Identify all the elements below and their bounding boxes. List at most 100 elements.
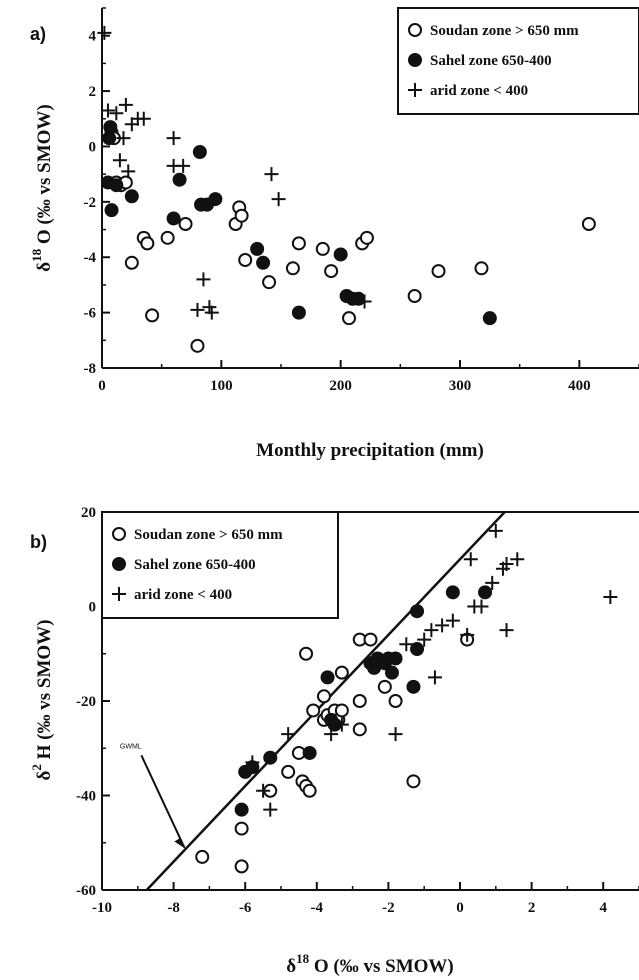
data-point [109,106,124,121]
data-point [109,178,124,193]
data-point [256,255,271,270]
data-point [320,670,335,685]
legend-marker [112,587,126,601]
data-point [124,255,139,270]
data-point [485,575,500,590]
y-axis-label-main: O (‰ vs SMOW) [34,104,55,249]
data-point [166,211,181,226]
data-point [463,552,478,567]
data-point [427,670,442,685]
x-tick-label: 400 [568,378,591,394]
legend-label: Soudan zone > 650 mm [430,23,579,39]
legend-marker [408,23,422,37]
data-point [357,294,372,309]
data-point [302,783,317,798]
y-axis-label: δ2 H (‰ vs SMOW) [29,620,55,781]
data-point [97,25,112,40]
data-point [302,745,317,760]
data-point [166,131,181,146]
data-point [190,302,205,317]
data-point [474,599,489,614]
data-point [406,679,421,694]
data-point [388,694,403,708]
data-point [145,308,160,323]
legend [397,7,639,115]
y-axis-label: δ18 O (‰ vs SMOW) [29,104,55,271]
data-point [407,289,422,303]
data-point [124,189,139,204]
data-point [478,585,493,600]
data-point [262,275,277,290]
data-point [316,689,331,704]
legend-marker [408,83,422,97]
data-point [263,750,278,765]
data-point [271,192,286,207]
y-tick-label: 0 [89,139,97,155]
data-point [238,253,253,267]
y-axis-label-sup: 18 [29,248,44,262]
data-point [234,208,249,223]
data-point [510,552,525,567]
data-point [112,153,127,168]
data-point [234,821,249,836]
data-point [291,236,306,251]
data-point [417,632,432,647]
x-tick-label: -8 [167,900,180,916]
gwml-arrow-head [174,837,186,849]
data-point [136,111,151,126]
data-point [176,158,191,173]
plot-area-2 [101,511,639,891]
y-axis-label-sup: 2 [29,764,44,771]
data-point [488,523,503,538]
data-point [315,241,330,256]
legend-marker [408,53,422,67]
series-plus [245,523,618,817]
plot-area-1 [97,7,639,369]
gwml-arrow [140,754,186,848]
gwml-label: GWML [120,743,142,750]
x-tick-label: -4 [311,900,324,916]
data-point [499,623,514,638]
data-point [351,291,366,306]
data-point [234,802,249,817]
data-point [377,679,392,694]
data-point [474,261,489,276]
series-open-circle [195,632,475,874]
x-tick-label: -2 [382,900,395,916]
x-tick-label: 100 [210,378,233,394]
x-axis-label: Monthly precipitation (mm) [256,440,484,461]
data-point [352,722,367,737]
data-point [264,167,279,182]
data-point [431,264,446,279]
y-tick-label: -60 [76,883,96,899]
data-point [140,236,155,251]
data-point [172,172,187,187]
x-tick-label: 200 [329,378,352,394]
legend-marker [112,527,126,541]
data-point [435,618,450,633]
y-tick-label: 2 [89,84,97,100]
data-point [410,642,425,657]
data-point [281,727,296,742]
y-tick-label: -40 [76,789,96,805]
data-point [352,694,367,708]
legend-label: Soudan zone > 650 mm [134,527,283,543]
data-point [334,665,349,680]
data-point [384,665,399,680]
x-tick-label: -10 [92,900,112,916]
data-point [263,802,278,817]
data-point [250,241,265,256]
series-filled-circle [100,120,497,326]
y-axis-label-main: H (‰ vs SMOW) [34,620,55,765]
data-point [499,556,514,571]
data-point [482,311,497,326]
data-point [406,774,421,789]
legend [101,511,339,619]
series-open-circle [104,125,596,353]
data-point [333,247,348,262]
x-tick-label: -6 [239,900,252,916]
data-point [603,590,618,605]
data-point [363,632,378,647]
x-tick-label: 0 [98,378,106,394]
data-point [334,717,349,732]
